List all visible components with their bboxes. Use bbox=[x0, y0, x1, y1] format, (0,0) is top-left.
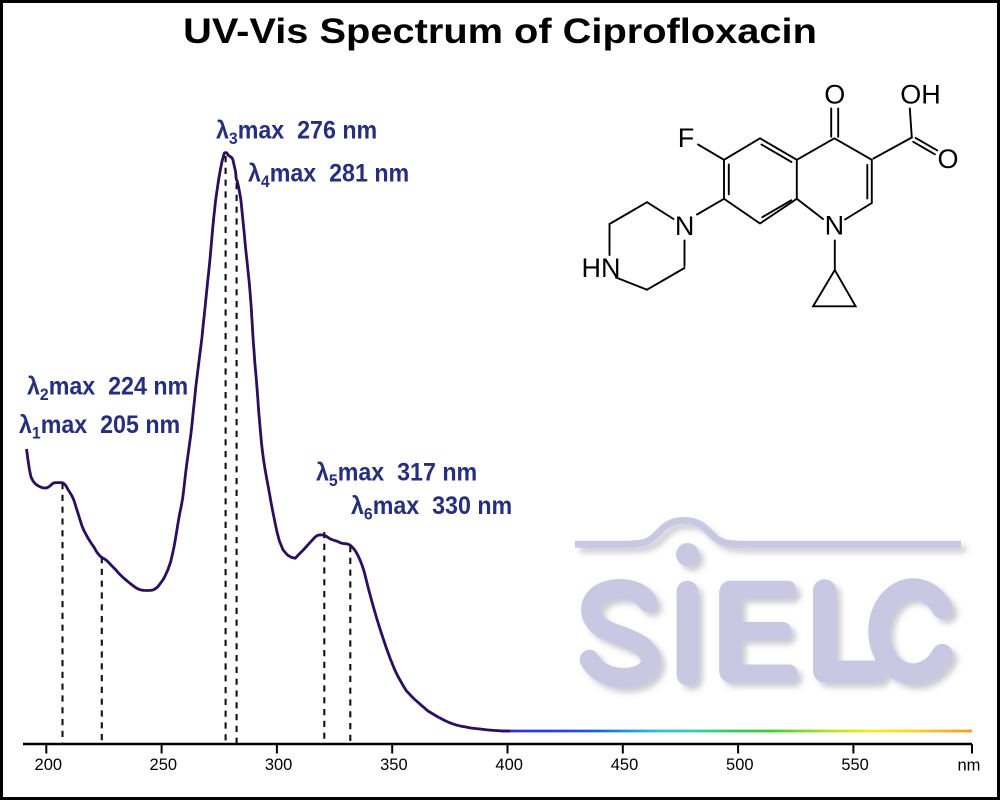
svg-text:O: O bbox=[937, 144, 958, 174]
svg-text:λ3max 276 nm: λ3max 276 nm bbox=[216, 117, 377, 148]
svg-text:450: 450 bbox=[611, 756, 639, 774]
svg-text:λ5max 317 nm: λ5max 317 nm bbox=[316, 459, 477, 490]
svg-text:λ4max 281 nm: λ4max 281 nm bbox=[248, 160, 409, 191]
svg-text:300: 300 bbox=[265, 756, 293, 774]
svg-text:N: N bbox=[675, 211, 695, 241]
svg-text:F: F bbox=[678, 123, 695, 153]
svg-text:200: 200 bbox=[35, 756, 63, 774]
svg-text:400: 400 bbox=[495, 756, 523, 774]
svg-text:OH: OH bbox=[900, 80, 941, 110]
svg-text:λ6max 330 nm: λ6max 330 nm bbox=[351, 492, 512, 523]
svg-text:350: 350 bbox=[380, 756, 408, 774]
svg-text:500: 500 bbox=[726, 756, 754, 774]
svg-text:N: N bbox=[825, 211, 845, 241]
svg-text:nm: nm bbox=[958, 757, 981, 775]
svg-text:550: 550 bbox=[841, 756, 869, 774]
svg-text:λ2max 224 nm: λ2max 224 nm bbox=[27, 373, 188, 404]
svg-text:λ1max 205 nm: λ1max 205 nm bbox=[19, 411, 180, 442]
svg-text:O: O bbox=[824, 80, 845, 110]
svg-text:HN: HN bbox=[582, 253, 621, 283]
svg-text:250: 250 bbox=[150, 756, 178, 774]
svg-text:UV-Vis Spectrum of Ciprofloxac: UV-Vis Spectrum of Ciprofloxacin bbox=[183, 11, 817, 50]
